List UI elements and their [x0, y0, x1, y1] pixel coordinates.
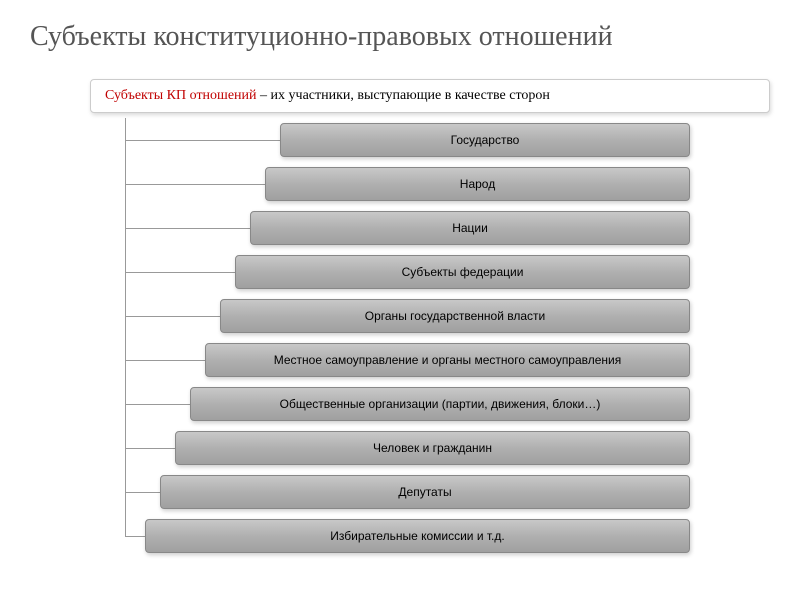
items-container: Государство Народ Нации Субъекты федерации О…	[90, 118, 770, 558]
item-row: Народ	[90, 162, 770, 206]
item-row: Избирательные комиссии и т.д.	[90, 514, 770, 558]
page-title: Субъекты конституционно-правовых отношен…	[30, 20, 770, 54]
item-row: Субъекты федерации	[90, 250, 770, 294]
item-box: Человек и гражданин	[175, 431, 690, 465]
item-row: Органы государственной власти	[90, 294, 770, 338]
item-box: Избирательные комиссии и т.д.	[145, 519, 690, 553]
hierarchy-diagram: Субъекты КП отношений – их участники, вы…	[90, 79, 770, 558]
item-row: Человек и гражданин	[90, 426, 770, 470]
item-box: Общественные организации (партии, движен…	[190, 387, 690, 421]
item-box: Государство	[280, 123, 690, 157]
item-row: Местное самоуправление и органы местного…	[90, 338, 770, 382]
item-box: Органы государственной власти	[220, 299, 690, 333]
tree-horizontal-line	[125, 184, 265, 185]
item-row: Общественные организации (партии, движен…	[90, 382, 770, 426]
item-box: Народ	[265, 167, 690, 201]
header-box: Субъекты КП отношений – их участники, вы…	[90, 79, 770, 113]
header-black-text: – их участники, выступающие в качестве с…	[257, 88, 550, 103]
item-row: Нации	[90, 206, 770, 250]
tree-horizontal-line	[125, 448, 175, 449]
tree-horizontal-line	[125, 404, 190, 405]
item-box: Нации	[250, 211, 690, 245]
item-row: Депутаты	[90, 470, 770, 514]
tree-horizontal-line	[125, 492, 160, 493]
tree-horizontal-line	[125, 228, 250, 229]
item-box: Местное самоуправление и органы местного…	[205, 343, 690, 377]
tree-horizontal-line	[125, 316, 220, 317]
item-box: Депутаты	[160, 475, 690, 509]
tree-horizontal-line	[125, 272, 235, 273]
tree-horizontal-line	[125, 140, 280, 141]
item-box: Субъекты федерации	[235, 255, 690, 289]
tree-horizontal-line	[125, 360, 205, 361]
tree-horizontal-line	[125, 536, 145, 537]
item-row: Государство	[90, 118, 770, 162]
header-red-text: Субъекты КП отношений	[105, 88, 257, 103]
